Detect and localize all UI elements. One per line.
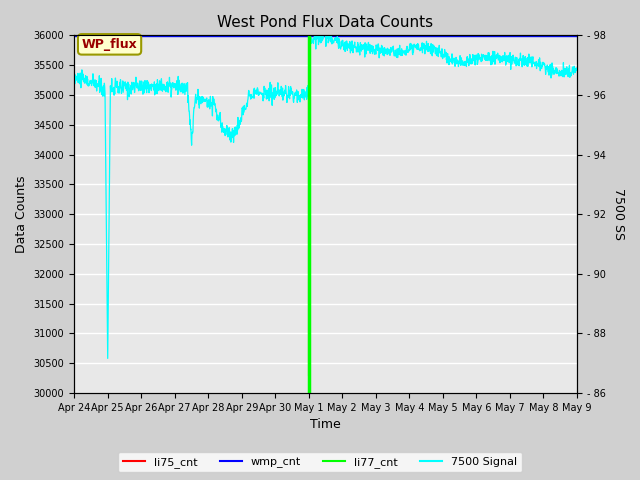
Y-axis label: Data Counts: Data Counts [15,176,28,253]
Text: WP_flux: WP_flux [82,38,138,51]
X-axis label: Time: Time [310,419,341,432]
Title: West Pond Flux Data Counts: West Pond Flux Data Counts [218,15,433,30]
Y-axis label: 7500 SS: 7500 SS [612,188,625,240]
Legend: li75_cnt, wmp_cnt, li77_cnt, 7500 Signal: li75_cnt, wmp_cnt, li77_cnt, 7500 Signal [118,452,522,472]
